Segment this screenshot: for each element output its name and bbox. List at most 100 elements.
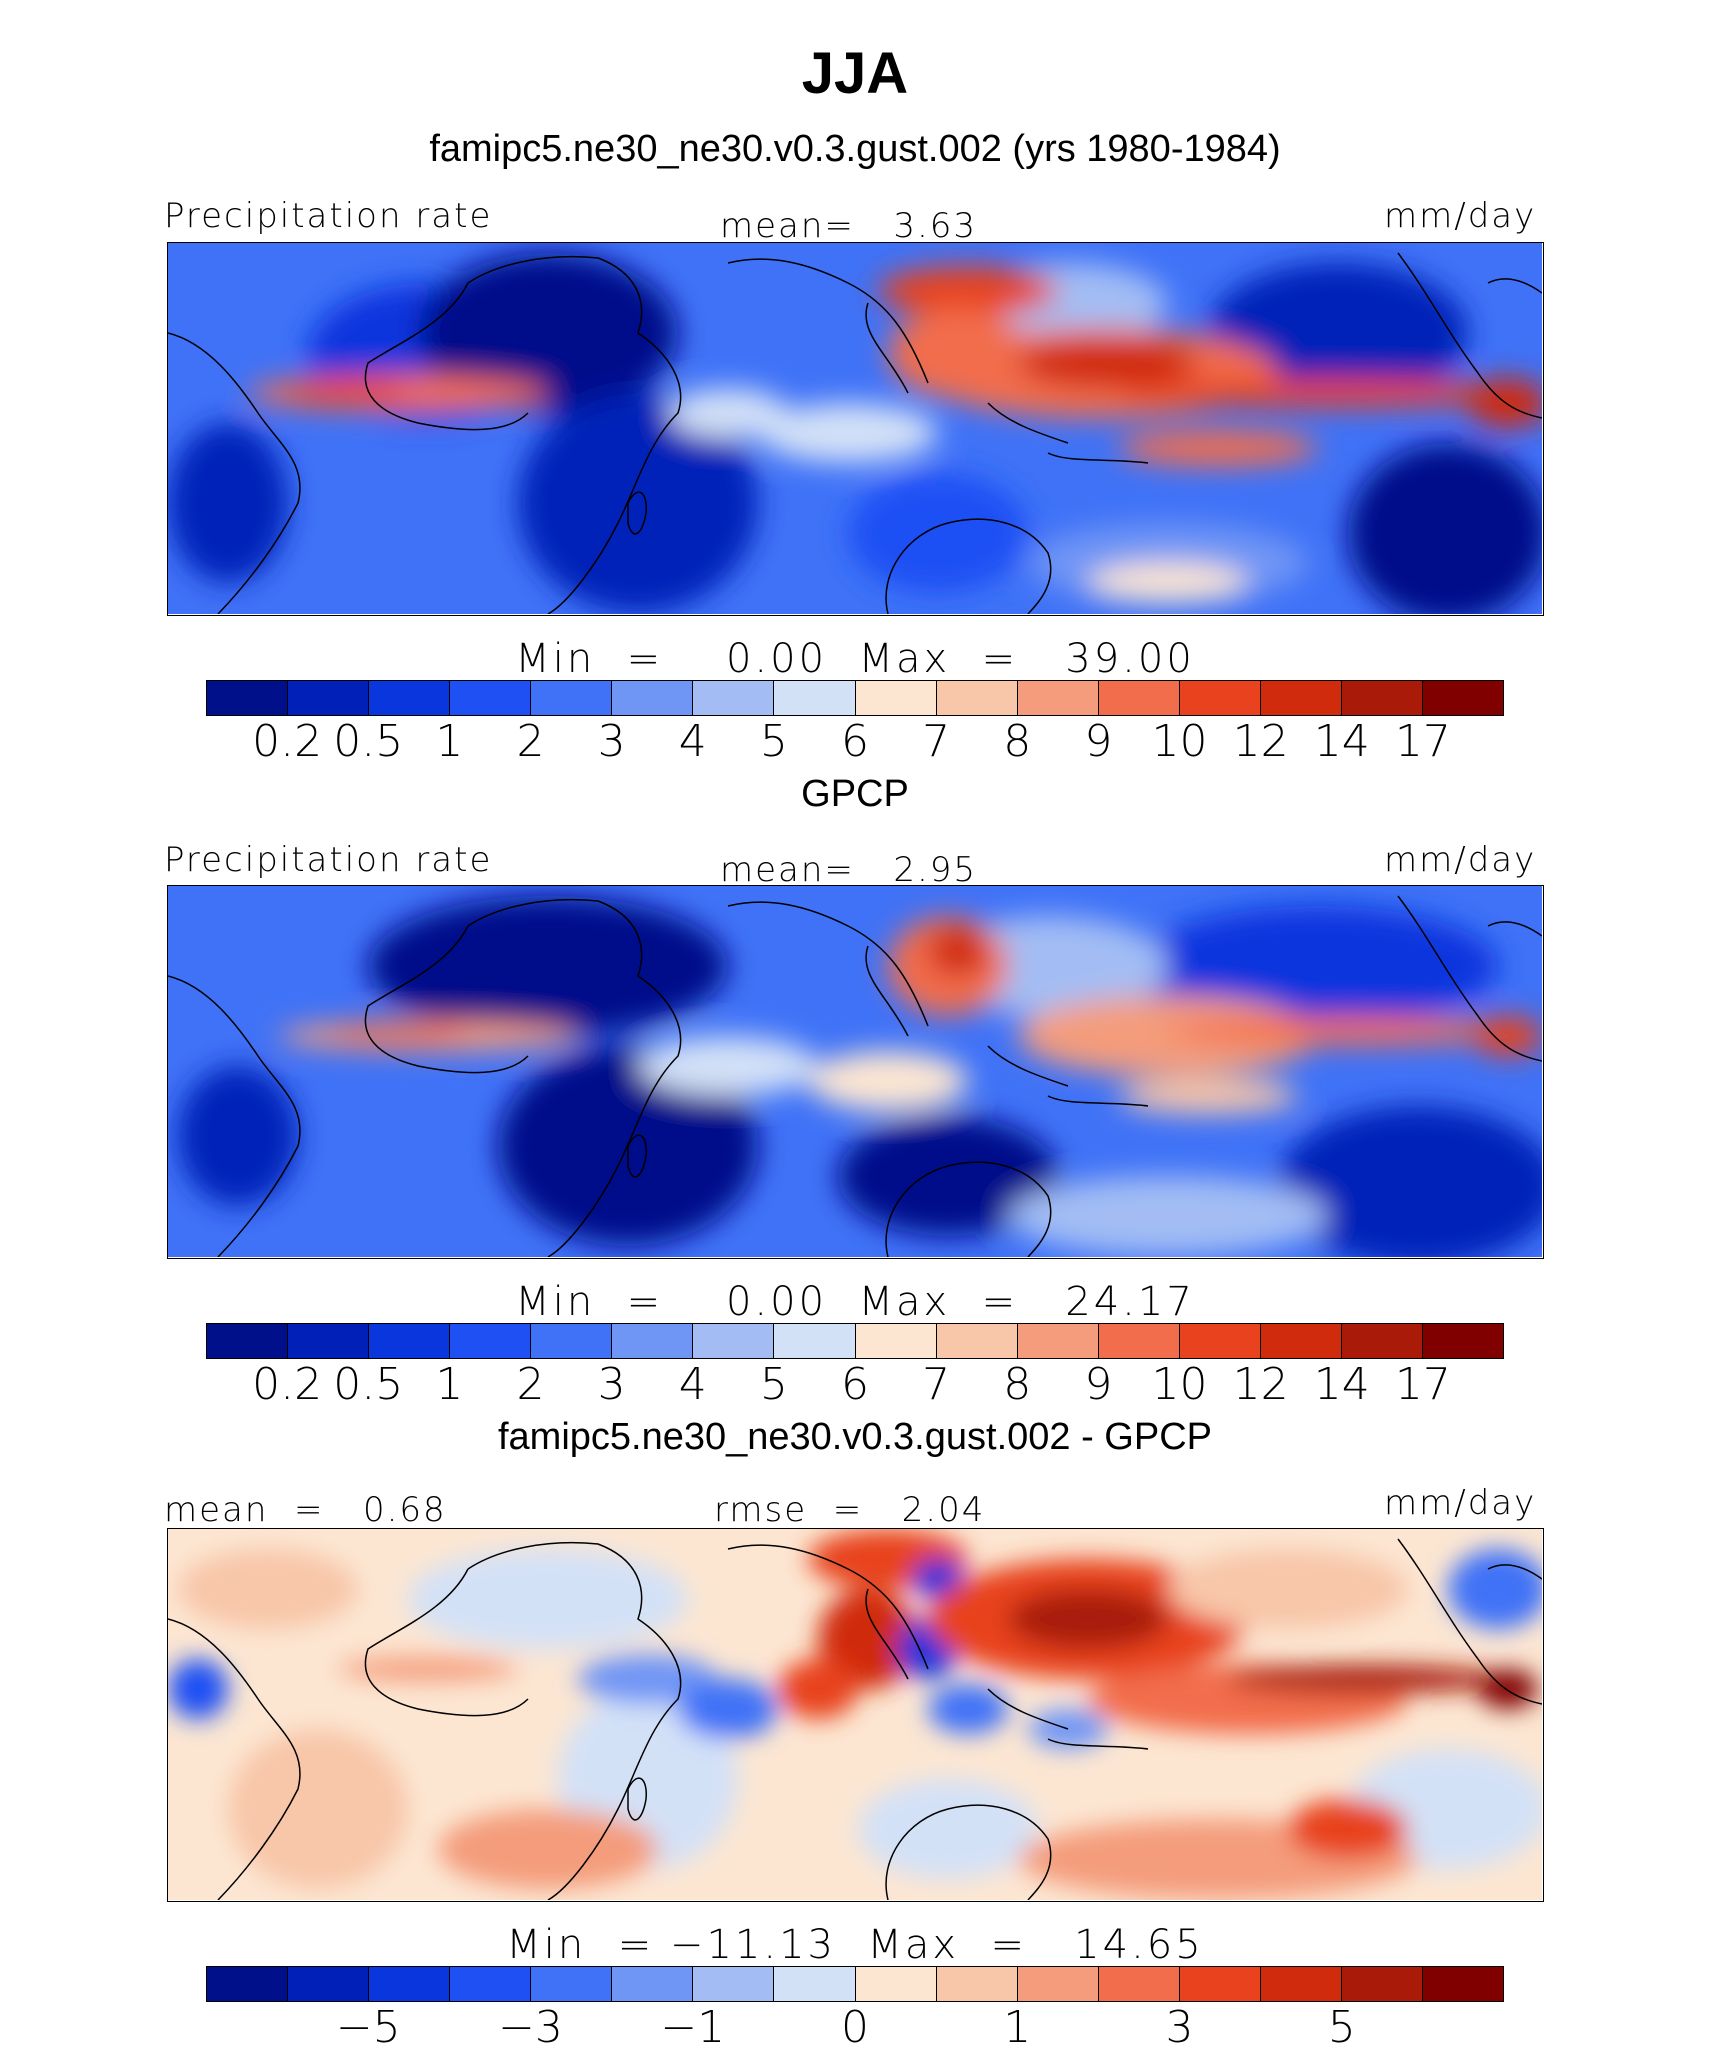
colorbar-tick-label: 3 [1165,2002,1194,2053]
colorbar-swatch [1017,1967,1099,2001]
panel2-colorbar-labels: 0.2 0.5 1 2 3 4 5 6 7 8 9 10 12 14 17 [206,1359,1504,1415]
colorbar-tick-label: 5 [759,716,788,767]
colorbar-swatch [1098,1324,1180,1358]
colorbar-tick-label: 12 [1232,716,1289,767]
colorbar-tick-label: 2 [516,1359,545,1410]
colorbar-tick-label: 14 [1313,716,1370,767]
colorbar-tick-label: 5 [1327,2002,1356,2053]
colorbar-swatch [612,1324,694,1358]
panel1-map [167,242,1544,616]
colorbar-swatch [369,681,451,715]
colorbar-swatch [531,1324,613,1358]
panel3-units-label: mm/day [1384,1483,1537,1523]
colorbar-swatch [693,681,775,715]
colorbar-tick-label: 2 [516,716,545,767]
colorbar-swatch [693,1967,775,2001]
colorbar-swatch [774,681,856,715]
colorbar-swatch [207,1324,289,1358]
colorbar-swatch [693,1324,775,1358]
colorbar-swatch [1017,681,1099,715]
colorbar-swatch [531,1967,613,2001]
colorbar-tick-label: 8 [1003,716,1032,767]
colorbar-tick-label: 9 [1084,716,1113,767]
colorbar-tick-label: 1 [435,716,464,767]
panel3-map [167,1528,1544,1902]
colorbar-tick-label: 0.2 [252,716,323,767]
colorbar-swatch [774,1324,856,1358]
panel1-minmax: Min = 0.00 Max = 39.00 [515,636,1195,682]
panel3-heading: famipc5.ne30_ne30.v0.3.gust.002 - GPCP [497,1416,1212,1458]
panel3-colorbar-labels: −5 −3 −1 0 1 3 5 [206,2002,1504,2053]
colorbar-tick-label: 6 [841,1359,869,1410]
panel3-mean-label: mean = 0.68 [164,1490,447,1530]
colorbar-swatch [936,1967,1018,2001]
panel1-units-label: mm/day [1384,196,1537,236]
colorbar-swatch [1422,681,1503,715]
colorbar-swatch [774,1967,856,2001]
colorbar-swatch [1179,1967,1261,2001]
panel1-colorbar [206,680,1504,716]
figure-title: JJA [801,41,909,106]
colorbar-tick-label: 4 [678,1359,707,1410]
colorbar-tick-label: 17 [1394,716,1451,767]
panel2-colorbar [206,1323,1504,1359]
colorbar-tick-label: 8 [1003,1359,1032,1410]
panel1-colorbar-labels: 0.2 0.5 1 2 3 4 5 6 7 8 9 10 12 14 17 [206,716,1504,772]
colorbar-swatch [1260,1324,1342,1358]
colorbar-swatch [1422,1967,1503,2001]
colorbar-swatch [288,681,370,715]
colorbar-swatch [936,1324,1018,1358]
colorbar-tick-label: 10 [1151,716,1208,767]
colorbar-swatch [369,1967,451,2001]
colorbar-swatch [1017,1324,1099,1358]
colorbar-tick-label: 3 [597,1359,626,1410]
colorbar-swatch [1341,1324,1423,1358]
colorbar-tick-label: 1 [1003,2002,1032,2053]
colorbar-swatch [288,1324,370,1358]
colorbar-swatch [855,681,937,715]
colorbar-tick-label: 4 [678,716,707,767]
panel2-minmax: Min = 0.00 Max = 24.17 [515,1279,1195,1325]
panel3-minmax: Min = −11.13 Max = 14.65 [506,1922,1204,1968]
colorbar-swatch [450,1967,532,2001]
colorbar-tick-label: 7 [922,1359,951,1410]
colorbar-tick-label: 6 [841,716,869,767]
colorbar-tick-label: 7 [922,716,951,767]
panel3-colorbar [206,1966,1504,2002]
panel3-rmse-label: rmse = 2.04 [714,1490,986,1530]
colorbar-swatch [1341,681,1423,715]
colorbar-swatch [450,1324,532,1358]
colorbar-tick-label: 5 [759,1359,788,1410]
colorbar-tick-label: 0.5 [333,716,404,767]
colorbar-swatch [855,1324,937,1358]
colorbar-swatch [612,681,694,715]
panel1-heading: famipc5.ne30_ne30.v0.3.gust.002 (yrs 198… [429,128,1281,170]
panel2-units-label: mm/day [1384,840,1537,880]
panel2-map [167,885,1544,1259]
panel2-heading: GPCP [801,773,909,815]
colorbar-tick-label: 3 [597,716,626,767]
colorbar-swatch [1422,1324,1503,1358]
colorbar-tick-label: −5 [335,2002,401,2053]
colorbar-tick-label: 1 [435,1359,464,1410]
colorbar-swatch [612,1967,694,2001]
colorbar-swatch [450,681,532,715]
colorbar-swatch [207,681,289,715]
colorbar-tick-label: 10 [1151,1359,1208,1410]
colorbar-swatch [1179,1324,1261,1358]
colorbar-swatch [1098,1967,1180,2001]
colorbar-swatch [936,681,1018,715]
colorbar-tick-label: 17 [1394,1359,1451,1410]
colorbar-tick-label: −3 [498,2002,563,2053]
colorbar-tick-label: 14 [1313,1359,1370,1410]
panel1-mean-label: mean= 3.63 [720,206,978,246]
colorbar-swatch [1260,681,1342,715]
panel2-mean-label: mean= 2.95 [720,850,978,890]
colorbar-tick-label: 0.2 [252,1359,323,1410]
colorbar-swatch [1260,1967,1342,2001]
colorbar-tick-label: 0.5 [333,1359,404,1410]
colorbar-tick-label: 9 [1084,1359,1113,1410]
panel2-variable-label: Precipitation rate [164,840,493,880]
colorbar-tick-label: −1 [660,2002,726,2053]
colorbar-swatch [369,1324,451,1358]
